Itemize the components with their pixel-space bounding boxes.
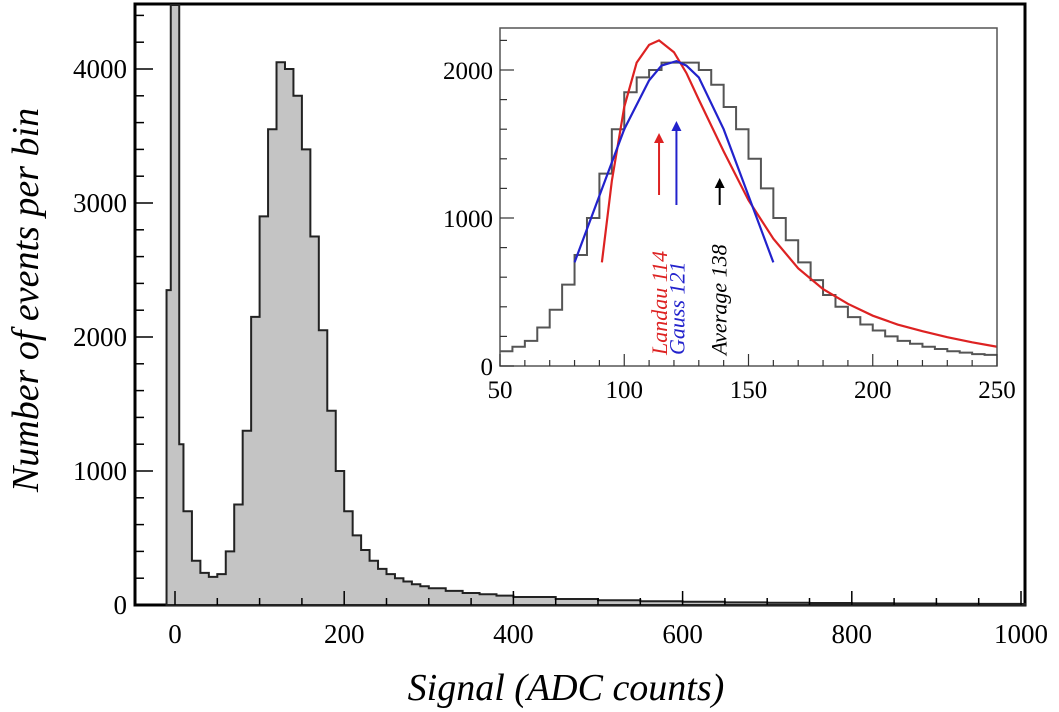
inset-x-tick-label: 200 [854,377,892,404]
y-tick-label: 1000 [73,456,127,486]
y-axis-title: Number of events per bin [5,108,47,493]
inset-histogram-steps [500,61,997,356]
inset-y-tick-labels: 0 1000 2000 [443,58,493,381]
inset-y-tick-label: 0 [481,354,494,381]
annotation-label: Gauss 121 [664,261,689,355]
y-tick-label: 4000 [73,54,127,84]
inset-y-tick-label: 2000 [443,58,493,85]
inset-histogram-plot: 50 100 150 200 250 0 1000 2000 Landau 114Gauss… [443,27,1016,404]
x-tick-label: 400 [493,619,534,649]
annotation-arrowhead [654,133,665,143]
inset-y-tick-label: 1000 [443,206,493,233]
landau-fit-curve [600,39,998,348]
y-tick-label: 2000 [73,322,127,352]
inset-x-tick-label: 150 [730,377,768,404]
annotation-arrowhead [671,121,682,131]
annotation-label: Landau 114 [647,251,672,356]
x-tick-label: 800 [832,619,873,649]
x-tick-label: 200 [324,619,365,649]
inset-x-tick-label: 50 [488,377,513,404]
main-y-tick-labels: 0 1000 2000 3000 4000 [73,54,127,620]
annotation-arrowhead [714,178,725,188]
main-x-tick-labels: 0 200 400 600 800 1000 [168,619,1048,649]
gauss-fit-curve [573,59,775,263]
inset-x-tick-label: 250 [978,377,1016,404]
inset-ticks [499,39,998,367]
inset-x-tick-labels: 50 100 150 200 250 [488,377,1016,404]
main-ticks [135,14,1022,606]
annotation-label: Average 138 [707,244,732,357]
y-tick-label: 3000 [73,188,127,218]
inset-x-tick-label: 100 [606,377,644,404]
x-tick-label: 600 [662,619,703,649]
x-tick-label: 1000 [994,619,1048,649]
x-axis-title: Signal (ADC counts) [408,667,725,709]
x-tick-label: 0 [168,619,182,649]
y-tick-label: 0 [114,590,128,620]
